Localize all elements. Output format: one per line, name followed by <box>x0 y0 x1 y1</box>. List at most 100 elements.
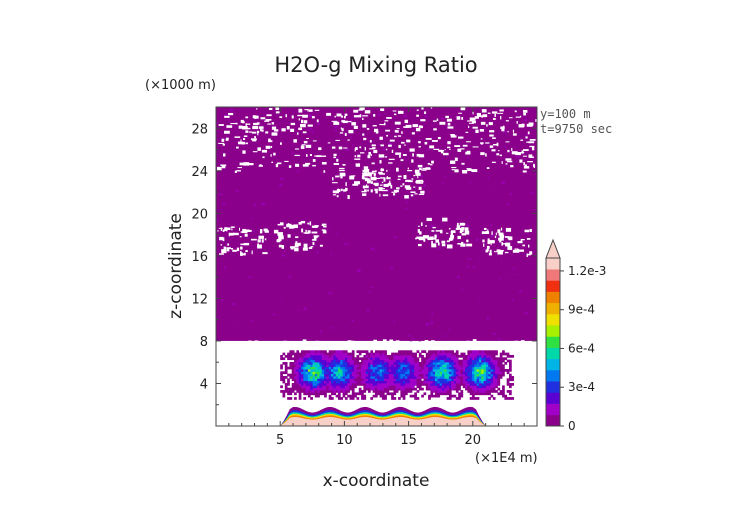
band-cell <box>462 352 466 356</box>
band-cell <box>405 350 408 354</box>
band-cell <box>458 394 461 398</box>
band-cell <box>368 378 371 382</box>
band-cell <box>495 378 498 382</box>
band-cell <box>310 385 313 389</box>
band-cell <box>284 383 288 386</box>
band-cell <box>400 387 404 391</box>
clear-cell <box>288 165 292 168</box>
band-cell <box>472 385 475 389</box>
texture-cell <box>328 291 333 295</box>
band-cell <box>430 350 434 354</box>
band-cell <box>321 383 325 386</box>
clear-cell <box>302 114 308 118</box>
texture-cell <box>283 216 288 219</box>
band-cell <box>423 366 427 370</box>
clear-cell <box>332 177 334 181</box>
band-cell <box>435 371 438 375</box>
band-cell <box>370 359 374 363</box>
band-cell <box>386 354 390 358</box>
band-cell <box>448 385 452 389</box>
band-cell <box>381 397 385 400</box>
clear-cell <box>363 186 365 189</box>
band-cell <box>441 359 445 363</box>
clear-cell <box>254 115 259 119</box>
band-cell <box>490 390 494 393</box>
band-cell <box>395 380 399 384</box>
band-cell <box>409 376 413 379</box>
clear-cell <box>508 117 513 119</box>
band-cell <box>381 352 385 356</box>
texture-cell <box>289 141 291 143</box>
clear-cell <box>220 164 227 166</box>
clear-cell <box>311 231 318 234</box>
clear-cell <box>309 154 312 157</box>
clear-cell <box>220 244 223 246</box>
band-cell <box>416 350 420 354</box>
band-cell <box>509 366 512 370</box>
band-cell <box>430 387 434 391</box>
clear-cell <box>257 244 262 249</box>
band-cell <box>398 357 401 361</box>
clear-cell <box>446 240 450 243</box>
band-cell <box>407 359 411 363</box>
band-cell <box>497 357 501 361</box>
clear-cell <box>489 249 492 254</box>
band-cell <box>478 376 482 379</box>
clear-cell <box>366 179 371 184</box>
clear-cell <box>370 176 374 181</box>
band-cell <box>319 385 323 389</box>
band-cell <box>428 378 431 382</box>
band-cell <box>333 350 337 354</box>
band-cell <box>344 373 348 377</box>
band-cell <box>502 359 505 363</box>
band-cell <box>474 359 478 363</box>
band-cell <box>305 366 309 370</box>
band-cell <box>317 392 320 396</box>
band-cell <box>460 361 464 365</box>
band-cell <box>423 373 427 377</box>
band-cell <box>439 359 443 363</box>
clear-cell <box>250 238 257 241</box>
band-cell <box>303 371 307 375</box>
band-cell <box>455 369 459 372</box>
band-cell <box>472 369 475 372</box>
clear-edge <box>398 341 403 350</box>
clear-cell <box>258 235 264 239</box>
band-cell <box>416 380 420 384</box>
clear-cell <box>379 188 385 190</box>
band-cell <box>448 359 452 363</box>
clear-cell <box>381 181 384 184</box>
clear-cell <box>225 137 229 139</box>
band-cell <box>488 357 491 361</box>
band-cell <box>453 378 457 382</box>
band-cell <box>432 371 436 375</box>
band-cell <box>451 385 454 389</box>
texture-cell <box>411 321 415 324</box>
band-cell <box>381 357 385 361</box>
clear-cell <box>294 154 300 157</box>
band-cell <box>465 359 468 363</box>
band-cell <box>314 369 318 372</box>
band-cell <box>349 359 353 363</box>
clear-edge <box>527 347 532 350</box>
band-cell <box>324 394 327 398</box>
band-cell <box>326 376 330 379</box>
band-cell <box>472 373 475 377</box>
band-cell <box>490 369 494 372</box>
band-cell <box>307 378 311 382</box>
band-cell <box>495 366 498 370</box>
band-cell <box>377 380 380 384</box>
clear-cell <box>241 141 246 145</box>
band-cell <box>374 378 378 382</box>
clear-cell <box>485 153 487 157</box>
band-cell <box>351 366 355 370</box>
band-cell <box>365 361 369 365</box>
band-cell <box>324 361 327 365</box>
band-cell <box>289 397 293 400</box>
band-cell <box>432 380 436 384</box>
band-cell <box>478 359 482 363</box>
texture-cell <box>460 266 464 268</box>
clear-cell <box>370 189 373 193</box>
band-cell <box>379 387 383 391</box>
